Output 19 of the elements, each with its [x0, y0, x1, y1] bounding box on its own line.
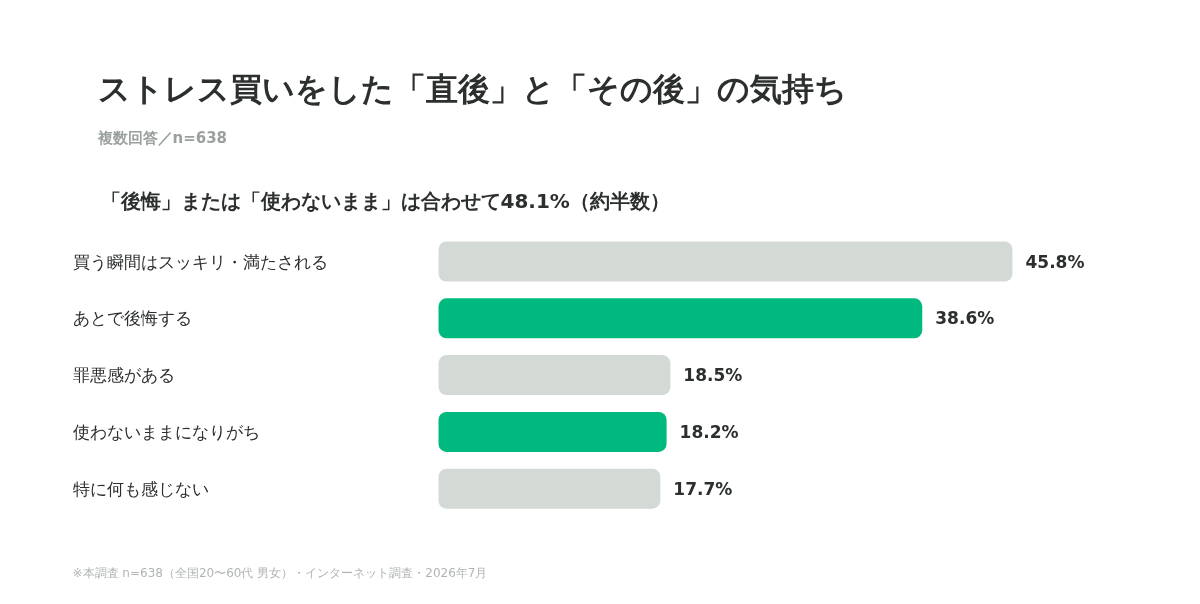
y-tick-label: あとで後悔する	[72, 308, 192, 329]
data-label: 45.8%	[1025, 251, 1085, 272]
data-label: 18.2%	[679, 421, 739, 442]
y-tick-label: 買う瞬間はスッキリ・満たされる	[72, 251, 328, 272]
y-tick-label: 罪悪感がある	[72, 365, 175, 386]
bar	[438, 355, 671, 396]
chart-title: ストレス買いをした「直後」と「その後」の気持ち	[97, 69, 847, 108]
y-tick-label: 使わないままになりがち	[72, 421, 260, 442]
text: ※本調査 n=638（全国20〜60代 男女）・インターネット調査・2026年7月	[72, 565, 488, 580]
data-label: 17.7%	[673, 478, 733, 499]
bar	[438, 241, 1013, 282]
bar	[438, 468, 661, 509]
bar	[438, 298, 923, 339]
y-tick-label: 特に何も感じない	[72, 478, 209, 499]
bar	[438, 411, 667, 452]
data-label: 18.5%	[683, 365, 743, 386]
text: 「後悔」または「使わないまま」は合わせて48.1%（約半数）	[100, 188, 670, 213]
text: 複数回答／n=638	[96, 128, 228, 147]
data-label: 38.6%	[935, 308, 995, 329]
